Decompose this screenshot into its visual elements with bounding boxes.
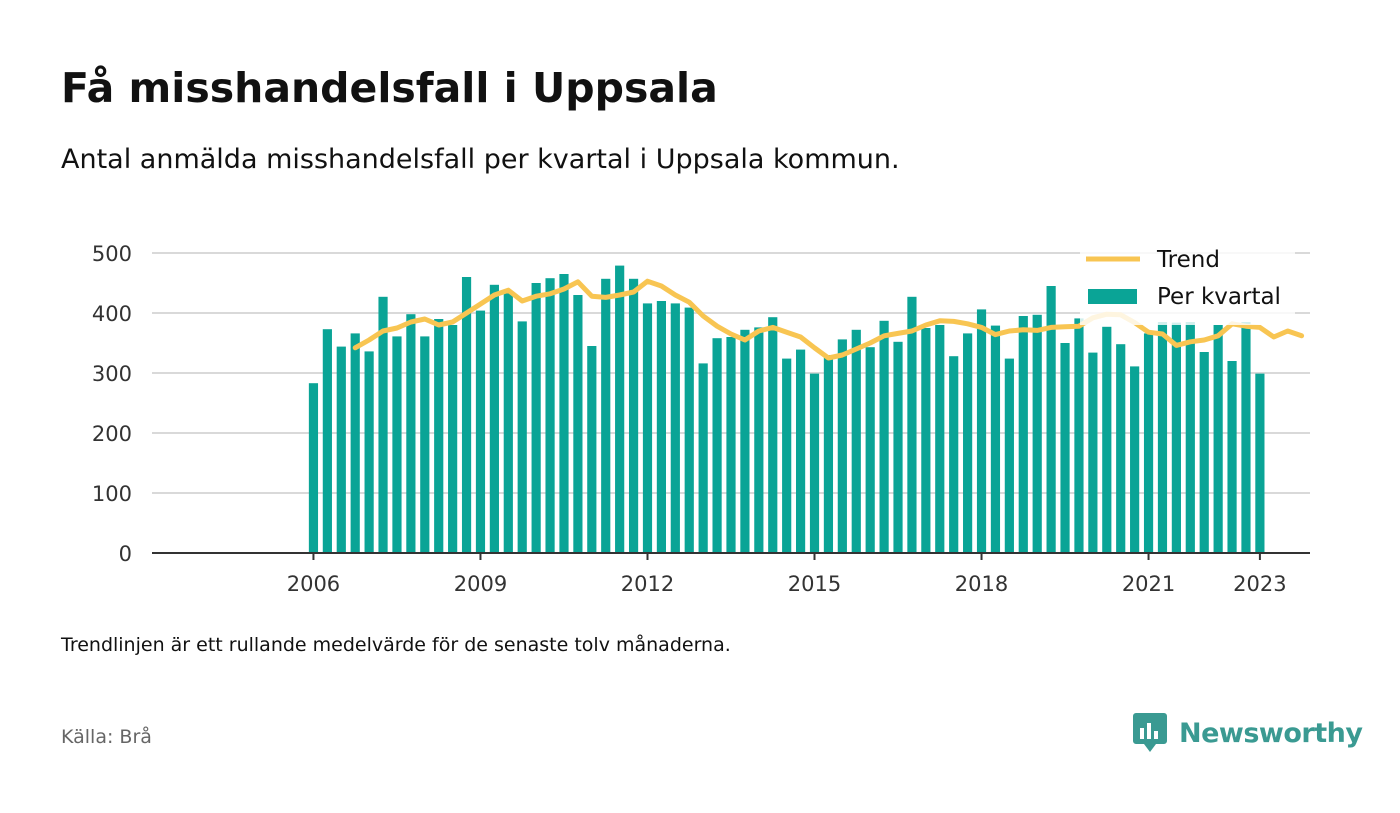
legend-trend-label: Trend bbox=[1156, 247, 1220, 273]
bar bbox=[963, 333, 973, 553]
bar bbox=[1241, 322, 1251, 553]
x-tick-label: 2006 bbox=[287, 572, 340, 596]
bar bbox=[1213, 325, 1223, 553]
bar bbox=[1060, 343, 1070, 553]
y-tick-label: 200 bbox=[92, 422, 132, 446]
chart-title: Få misshandelsfall i Uppsala bbox=[61, 64, 718, 112]
bar bbox=[1018, 316, 1028, 553]
bar bbox=[782, 358, 792, 553]
bar bbox=[364, 351, 374, 553]
x-tick-label: 2012 bbox=[621, 572, 674, 596]
bar bbox=[1171, 322, 1181, 553]
bar bbox=[1130, 366, 1140, 553]
bar bbox=[1102, 326, 1112, 553]
bar bbox=[1046, 286, 1056, 553]
bar bbox=[531, 283, 541, 553]
bar bbox=[1143, 333, 1154, 553]
bar bbox=[489, 284, 499, 553]
bar bbox=[921, 328, 931, 553]
bar bbox=[545, 278, 555, 553]
bar bbox=[879, 320, 889, 553]
bar bbox=[1004, 358, 1014, 553]
bar bbox=[336, 346, 346, 553]
chart-footnote: Trendlinjen är ett rullande medelvärde f… bbox=[61, 634, 731, 656]
bar bbox=[322, 329, 332, 553]
bar bbox=[740, 329, 750, 553]
newsworthy-logo-icon bbox=[1133, 713, 1167, 752]
bar bbox=[420, 336, 430, 553]
bar bbox=[642, 303, 653, 553]
bar bbox=[823, 355, 834, 553]
bar bbox=[392, 336, 402, 553]
bar bbox=[517, 321, 527, 553]
bar bbox=[1227, 361, 1237, 553]
bar bbox=[587, 346, 597, 553]
bar bbox=[1185, 322, 1195, 553]
source-credit: Källa: Brå bbox=[61, 726, 152, 748]
bar bbox=[656, 301, 667, 553]
y-tick-label: 100 bbox=[92, 482, 132, 506]
y-tick-label: 300 bbox=[92, 362, 132, 386]
bar-series bbox=[308, 265, 1265, 553]
y-tick-label: 0 bbox=[119, 542, 132, 566]
bar bbox=[907, 296, 917, 553]
bar bbox=[1088, 352, 1098, 553]
bar bbox=[503, 291, 513, 553]
chart-area: 0 100 200 300 400 500 2006 2009 2012 2015 2018 2021… bbox=[92, 240, 1310, 596]
bar bbox=[851, 329, 861, 553]
bar bbox=[475, 310, 486, 553]
bar bbox=[809, 373, 820, 553]
trend-line bbox=[352, 278, 1305, 361]
bar bbox=[1116, 344, 1126, 553]
legend-background bbox=[1080, 240, 1295, 325]
bar bbox=[990, 325, 1001, 553]
bar bbox=[768, 317, 778, 553]
bar bbox=[1199, 352, 1209, 553]
bar bbox=[949, 356, 959, 553]
bar bbox=[628, 278, 639, 553]
bar bbox=[1255, 373, 1265, 553]
bar bbox=[893, 341, 903, 553]
bar bbox=[434, 319, 444, 553]
legend: Trend Per kvartal bbox=[1080, 240, 1295, 325]
bar bbox=[670, 303, 680, 553]
bar bbox=[712, 338, 722, 553]
bar bbox=[698, 363, 708, 553]
bar bbox=[615, 265, 625, 553]
y-tick-label: 500 bbox=[92, 242, 132, 266]
brand-logo: Newsworthy bbox=[1133, 711, 1363, 755]
bar bbox=[795, 349, 806, 553]
bar bbox=[1074, 318, 1084, 553]
bar bbox=[406, 314, 416, 553]
bar bbox=[837, 339, 847, 553]
bar bbox=[461, 277, 472, 553]
bar bbox=[976, 309, 987, 553]
axes: 0 100 200 300 400 500 2006 2009 2012 2015 2018 2021… bbox=[92, 242, 1310, 596]
bar bbox=[559, 274, 569, 553]
legend-bars-label: Per kvartal bbox=[1157, 284, 1281, 310]
y-tick-label: 400 bbox=[92, 302, 132, 326]
brand-name: Newsworthy bbox=[1179, 717, 1363, 749]
bar bbox=[573, 295, 583, 553]
bar bbox=[1032, 314, 1042, 553]
trend-series bbox=[352, 278, 1305, 361]
bar bbox=[601, 278, 611, 553]
chart-subtitle: Antal anmälda misshandelsfall per kvarta… bbox=[61, 144, 900, 175]
bar bbox=[448, 325, 458, 553]
x-tick-label: 2018 bbox=[955, 572, 1008, 596]
bar bbox=[865, 347, 875, 553]
bar bbox=[350, 333, 360, 553]
x-tick-label: 2021 bbox=[1122, 572, 1175, 596]
x-tick-label: 2023 bbox=[1233, 572, 1286, 596]
bar bbox=[378, 296, 388, 553]
x-tick-label: 2015 bbox=[788, 572, 841, 596]
bar bbox=[684, 307, 694, 553]
bar bbox=[726, 337, 736, 553]
bar bbox=[1157, 322, 1168, 553]
bar bbox=[935, 325, 945, 553]
bar bbox=[308, 383, 319, 553]
x-tick-label: 2009 bbox=[454, 572, 507, 596]
bar bbox=[754, 327, 764, 553]
legend-bar-swatch bbox=[1088, 289, 1137, 304]
